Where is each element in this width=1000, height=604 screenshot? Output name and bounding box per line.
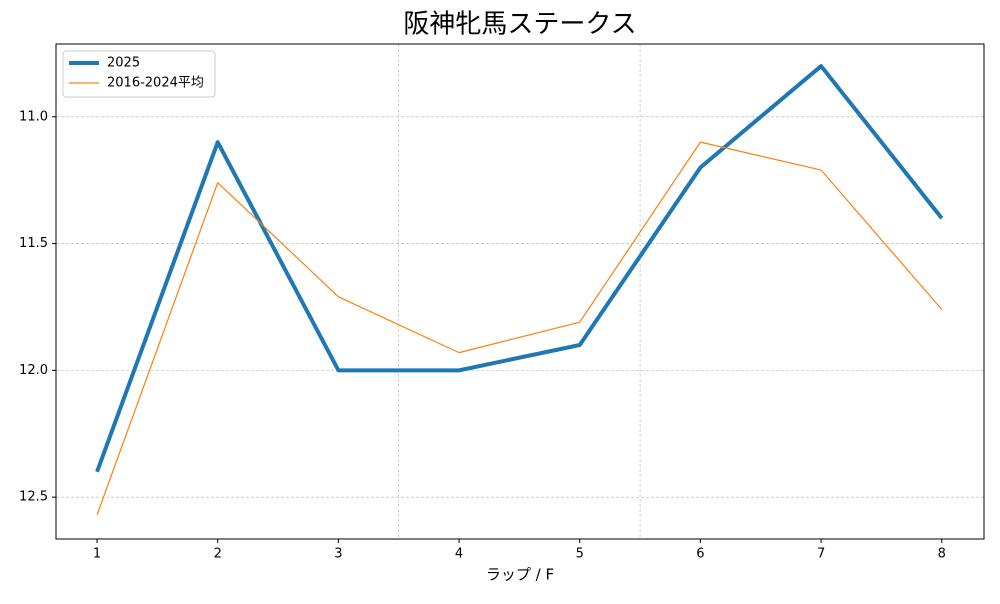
y-tick-label: 12.5 xyxy=(19,490,48,505)
x-tick-label: 6 xyxy=(696,547,704,562)
y-tick-label: 12.0 xyxy=(19,363,48,378)
y-tick-label: 11.0 xyxy=(19,109,48,124)
x-tick-label: 4 xyxy=(455,547,463,562)
x-tick-label: 3 xyxy=(334,547,342,562)
x-tick-label: 1 xyxy=(93,547,101,562)
plot-frame xyxy=(55,43,985,540)
x-tick-label: 8 xyxy=(938,547,946,562)
x-tick-label: 7 xyxy=(817,547,825,562)
y-tick-label: 11.5 xyxy=(19,236,48,251)
legend-box xyxy=(62,50,216,98)
chart-title: 阪神牝馬ステークス xyxy=(403,10,636,40)
x-tick-label: 2 xyxy=(214,547,222,562)
x-axis-label: ラップ / F xyxy=(486,566,554,584)
legend-label: 2025 xyxy=(107,56,140,71)
line-series xyxy=(95,64,944,473)
legend-label: 2016-2024平均 xyxy=(107,76,204,91)
x-tick-label: 5 xyxy=(576,547,584,562)
line-series xyxy=(96,141,943,516)
